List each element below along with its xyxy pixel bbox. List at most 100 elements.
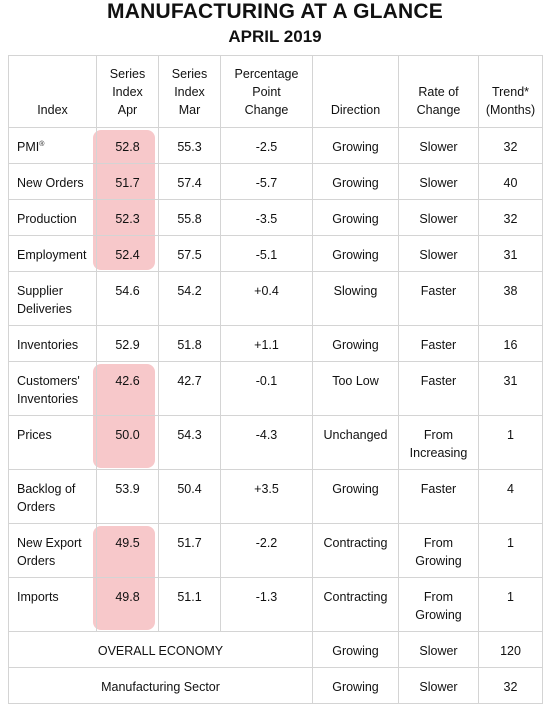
cell-change: -4.3	[220, 415, 313, 470]
change-value: -2.2	[255, 536, 278, 550]
cell-apr: 50.0	[96, 415, 159, 470]
cell-rate: Faster	[398, 325, 479, 362]
cell-change: -5.7	[220, 163, 313, 200]
summary-trend: 32	[478, 667, 543, 704]
cell-line: Slower	[419, 248, 458, 262]
cell-trend: 32	[478, 199, 543, 236]
cell-line: Faster	[420, 482, 457, 496]
direction-value: Contracting	[323, 536, 388, 550]
direction-value: Growing	[332, 140, 379, 154]
cell-line: From	[423, 536, 454, 550]
cell-mar: 42.7	[158, 361, 221, 416]
cell-change: -0.1	[220, 361, 313, 416]
chart-subtitle: APRIL 2019	[228, 27, 322, 46]
cell-line: Inventories	[17, 338, 79, 352]
cell-index: Supplier Deliveries	[8, 271, 97, 326]
trend-value: 16	[503, 338, 518, 352]
apr-value: 52.3	[115, 212, 140, 226]
trend-value: 40	[503, 176, 518, 190]
cell-apr: 51.7	[96, 163, 159, 200]
table-row: New Export Orders 49.5 51.7 -2.2 Contracting F…	[8, 523, 543, 578]
cell-index: Production	[8, 199, 97, 236]
cell-line: Inventories	[17, 392, 79, 406]
table-row: Production 52.3 55.8 -3.5 Growing Slower 32	[8, 199, 543, 236]
apr-value: 54.6	[115, 284, 140, 298]
cell-mar: 51.8	[158, 325, 221, 362]
direction-value: Unchanged	[323, 428, 388, 442]
cell-mar: 57.4	[158, 163, 221, 200]
direction-value: Slowing	[333, 284, 378, 298]
cell-line: Customers'	[17, 374, 80, 388]
cell-rate: From Increasing	[398, 415, 479, 470]
cell-line: Backlog of	[17, 482, 76, 496]
cell-rate: Slower	[398, 163, 479, 200]
cell-index: Backlog of Orders	[8, 469, 97, 524]
cell-line: Prices	[17, 428, 52, 442]
mar-value: 50.4	[177, 482, 202, 496]
summary-trend-value: 32	[503, 680, 518, 694]
cell-rate: From Growing	[398, 523, 479, 578]
apr-value: 42.6	[115, 374, 140, 388]
cell-trend: 40	[478, 163, 543, 200]
cell-rate: Slower	[398, 235, 479, 272]
table-row: Customers' Inventories 42.6 42.7 -0.1 Too Low…	[8, 361, 543, 416]
cell-change: +3.5	[220, 469, 313, 524]
table-row: Employment 52.4 57.5 -5.1 Growing Slower 31	[8, 235, 543, 272]
cell-line: Orders	[17, 500, 56, 514]
change-value: -3.5	[255, 212, 278, 226]
summary-direction-value: Growing	[332, 644, 379, 658]
mar-value: 57.5	[177, 248, 202, 262]
change-value: +1.1	[254, 338, 279, 352]
cell-apr: 49.5	[96, 523, 159, 578]
cell-rate: From Growing	[398, 577, 479, 632]
summary-trend-value: 120	[500, 644, 521, 658]
trend-value: 32	[503, 140, 518, 154]
cell-apr: 49.8	[96, 577, 159, 632]
cell-line: New Export	[17, 536, 82, 550]
table-row: Inventories 52.9 51.8 +1.1 Growing Faster 16	[8, 325, 543, 362]
cell-direction: Growing	[312, 235, 399, 272]
cell-change: +0.4	[220, 271, 313, 326]
mar-value: 57.4	[177, 176, 202, 190]
cell-change: +1.1	[220, 325, 313, 362]
cell-direction: Growing	[312, 199, 399, 236]
apr-value: 49.8	[115, 590, 140, 604]
cell-trend: 1	[478, 415, 543, 470]
cell-rate: Faster	[398, 361, 479, 416]
change-value: -5.7	[255, 176, 278, 190]
mar-value: 51.8	[177, 338, 202, 352]
header-change: Percentage Point Change	[220, 55, 313, 128]
chart-title: MANUFACTURING AT A GLANCE	[107, 0, 443, 23]
mar-value: 51.7	[177, 536, 202, 550]
cell-index: Employment	[8, 235, 97, 272]
cell-direction: Unchanged	[312, 415, 399, 470]
table-row: Prices 50.0 54.3 -4.3 Unchanged From Increasin…	[8, 415, 543, 470]
cell-trend: 38	[478, 271, 543, 326]
change-value: -1.3	[255, 590, 278, 604]
cell-trend: 31	[478, 235, 543, 272]
apr-value: 50.0	[115, 428, 140, 442]
cell-change: -5.1	[220, 235, 313, 272]
cell-index: Prices	[8, 415, 97, 470]
mar-value: 54.3	[177, 428, 202, 442]
cell-line: New Orders	[17, 176, 84, 190]
trend-value: 31	[503, 374, 518, 388]
cell-line: Faster	[420, 374, 457, 388]
cell-index: New Orders	[8, 163, 97, 200]
mar-value: 55.8	[177, 212, 202, 226]
apr-value: 49.5	[115, 536, 140, 550]
summary-direction: Growing	[312, 631, 399, 668]
change-value: -2.5	[255, 140, 278, 154]
cell-mar: 57.5	[158, 235, 221, 272]
cell-line: Deliveries	[17, 302, 72, 316]
cell-apr: 52.4	[96, 235, 159, 272]
summary-label-text: Manufacturing Sector	[101, 680, 220, 694]
cell-mar: 50.4	[158, 469, 221, 524]
summary-label: Manufacturing Sector	[8, 667, 313, 704]
cell-trend: 4	[478, 469, 543, 524]
apr-value: 53.9	[115, 482, 140, 496]
change-value: -4.3	[255, 428, 278, 442]
cell-mar: 55.8	[158, 199, 221, 236]
header-direction: Direction	[312, 55, 399, 128]
mar-value: 42.7	[177, 374, 202, 388]
